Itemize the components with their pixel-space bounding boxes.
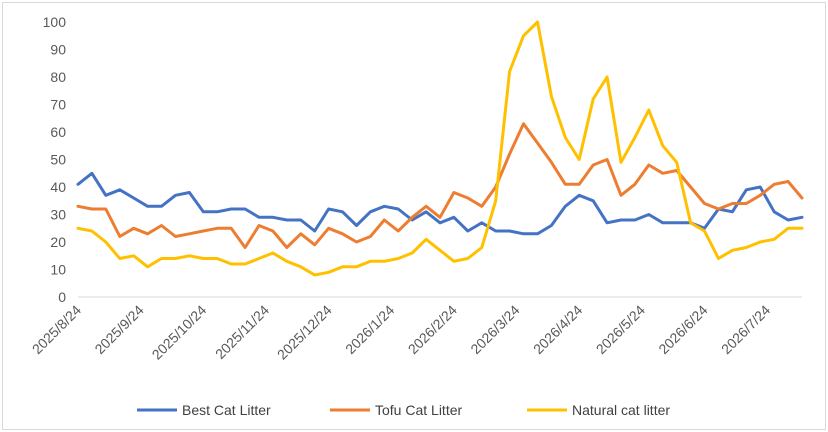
x-axis-tick-labels: 2025/8/24 2025/9/24 2025/10/24 2025/11/24 20…: [29, 302, 774, 363]
y-tick-label: 90: [50, 42, 66, 58]
legend-label: Tofu Cat Litter: [375, 402, 462, 418]
series-line-tofu-cat-litter: [76, 122, 804, 249]
series-line-best-cat-litter: [76, 171, 804, 236]
legend-label: Natural cat litter: [572, 402, 670, 418]
y-tick-label: 20: [50, 234, 66, 250]
x-tick-label: 2025/11/24: [212, 302, 272, 362]
y-tick-label: 70: [50, 97, 66, 113]
y-tick-label: 30: [50, 207, 66, 223]
legend: Best Cat Litter Tofu Cat Litter Natural ca…: [137, 402, 670, 418]
x-tick-label: 2026/6/24: [655, 302, 711, 358]
y-axis-tick-labels: 0 10 20 30 40 50 60 70 80 90 100: [43, 14, 67, 305]
x-tick-label: 2025/12/24: [274, 302, 335, 363]
y-tick-label: 10: [50, 262, 66, 278]
series-line-natural-cat-litter: [76, 20, 804, 277]
x-tick-label: 2026/5/24: [593, 302, 649, 358]
x-tick-label: 2025/10/24: [149, 302, 210, 363]
y-tick-label: 100: [43, 14, 67, 30]
y-tick-label: 40: [50, 179, 66, 195]
y-tick-label: 0: [58, 289, 66, 305]
series-lines: [76, 20, 804, 277]
legend-label: Best Cat Litter: [182, 402, 271, 418]
x-tick-label: 2026/1/24: [342, 302, 398, 358]
x-tick-label: 2026/2/24: [405, 302, 461, 358]
x-tick-label: 2025/9/24: [91, 302, 147, 358]
y-tick-label: 80: [50, 69, 66, 85]
y-tick-label: 50: [50, 152, 66, 168]
x-tick-label: 2026/4/24: [530, 302, 586, 358]
x-tick-label: 2026/3/24: [467, 302, 523, 358]
x-tick-label: 2026/7/24: [718, 302, 774, 358]
x-tick-label: 2025/8/24: [29, 302, 85, 358]
y-tick-label: 60: [50, 124, 66, 140]
